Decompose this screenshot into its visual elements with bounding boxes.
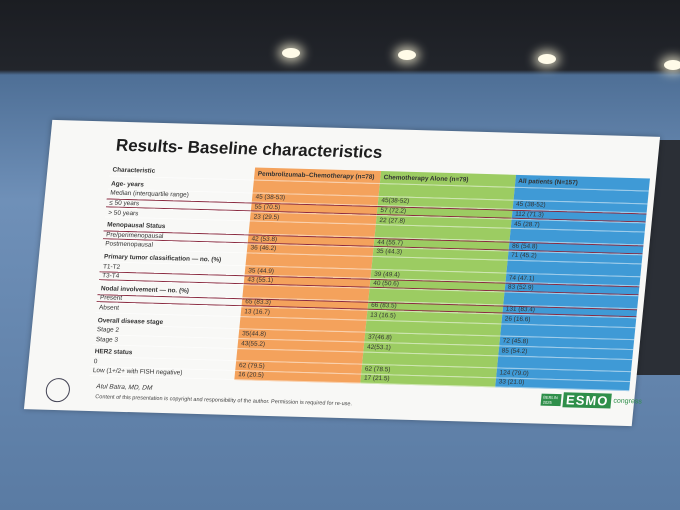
slide: Results- Baseline characteristics Charac…	[23, 119, 661, 427]
ceiling-light	[398, 50, 416, 60]
ceiling-light	[538, 54, 556, 64]
baseline-table: Characteristic Pembrolizumab–Chemotherapy…	[89, 163, 650, 391]
institution-seal	[44, 377, 72, 403]
ceiling-light	[664, 60, 680, 70]
copyright: Content of this presentation is copyrigh…	[94, 394, 353, 408]
slide-title: Results- Baseline characteristics	[115, 135, 384, 163]
congress-logo: BERLIN 2025 ESMO congress	[540, 392, 642, 410]
logo-subtitle: congress	[613, 397, 643, 406]
logo-city: BERLIN 2025	[540, 393, 562, 406]
author: Atul Batra, MD, DM	[95, 383, 153, 392]
ceiling-light	[282, 48, 300, 58]
logo-brand: ESMO	[562, 392, 613, 409]
